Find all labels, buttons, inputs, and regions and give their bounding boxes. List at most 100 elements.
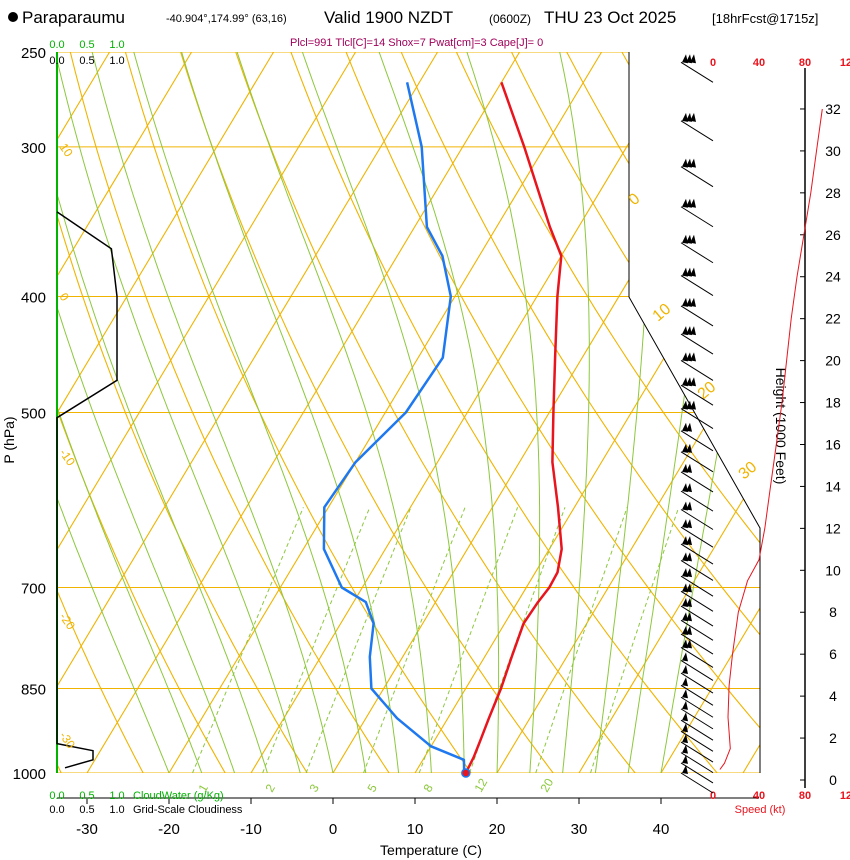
speed-top-tick: 0	[710, 57, 716, 69]
moist-adiabat	[462, 52, 541, 773]
moist-adiabat-label: 20	[695, 379, 720, 404]
wind-barb-flag	[686, 536, 692, 546]
wind-barb-flag	[690, 112, 696, 122]
wind-barb-flag	[682, 744, 688, 754]
isotherm-label: 10	[57, 141, 76, 160]
wind-barb-staff	[680, 647, 714, 668]
wind-barb	[680, 552, 714, 581]
temperature-tick-label: 20	[489, 821, 506, 838]
wind-barb-staff	[680, 490, 714, 512]
wind-barb	[680, 352, 714, 381]
isotherm	[57, 52, 439, 773]
mixing-ratio-label: 20	[537, 776, 556, 795]
wind-barb-staff	[680, 242, 714, 264]
height-axis-label: Height (1000 Feet)	[773, 368, 789, 485]
moist-adiabat	[233, 52, 432, 773]
wind-barb-flag	[690, 54, 696, 64]
wind-barb-staff	[680, 659, 714, 681]
wind-barb-staff	[680, 509, 714, 530]
wind-barb-flag	[682, 639, 688, 649]
wind-barb-staff	[680, 61, 714, 83]
cloudiness-bottom-tick: 0.5	[79, 804, 94, 816]
moist-adiabat	[556, 52, 590, 773]
wind-barb	[680, 712, 714, 741]
moist-adiabat	[660, 52, 760, 773]
wind-barb-flag	[686, 400, 692, 410]
wind-barb-staff	[680, 430, 714, 452]
wind-barb-flag	[686, 626, 692, 636]
temperature-tick-label: -10	[240, 821, 262, 838]
cloudwater-bottom-tick: 1.0	[109, 790, 124, 802]
wind-barb	[680, 297, 714, 327]
wind-barb	[680, 723, 714, 752]
height-tick-label: 4	[829, 688, 837, 704]
mixing-ratio-line	[262, 507, 371, 773]
wind-barb-flag	[682, 158, 688, 168]
wind-barb-flag	[682, 583, 688, 593]
plot-area	[57, 52, 760, 773]
moist-adiabat	[594, 52, 651, 773]
temperature-tick-label: -20	[158, 821, 180, 838]
wind-barb-flag	[690, 158, 696, 168]
mixing-ratio-line	[535, 507, 628, 773]
moist-adiabat	[57, 52, 170, 773]
wind-barb-flag	[686, 519, 692, 529]
wind-barb-staff	[680, 408, 714, 430]
moist-adiabat	[178, 52, 400, 773]
temperature-line	[464, 81, 563, 774]
cloudiness-bottom-tick: 0.0	[49, 804, 64, 816]
valid-time: Valid 1900 NZDT	[324, 8, 454, 27]
wind-barb	[680, 754, 714, 784]
dry-adiabat	[57, 52, 241, 773]
wind-barb-staff	[680, 333, 714, 355]
wind-barb-staff	[680, 684, 714, 706]
moist-adiabat	[130, 52, 367, 773]
wind-barb-staff	[680, 772, 714, 794]
wind-barb-flag	[690, 326, 696, 336]
temperature-axis-label: Temperature (C)	[380, 842, 482, 858]
wind-barb-staff	[680, 451, 714, 473]
wind-barb-flag	[686, 598, 692, 608]
height-tick-label: 32	[825, 101, 841, 117]
cloudiness-top-tick: 1.0	[109, 55, 124, 67]
wind-barb-flag	[682, 112, 688, 122]
wind-barb-flag	[686, 583, 692, 593]
wind-barb-flag	[682, 652, 688, 662]
dry-adiabat	[228, 52, 657, 773]
wind-barb-flag	[682, 463, 688, 473]
wind-barb-flag	[682, 501, 688, 511]
temperature-tick-label: 40	[653, 821, 670, 838]
dry-adiabat	[282, 52, 740, 773]
temperature-tick-label: 0	[329, 821, 337, 838]
wind-barb	[680, 326, 714, 355]
wind-barb	[680, 598, 714, 627]
temperature-tick-label: -30	[76, 821, 98, 838]
wind-barb	[680, 626, 714, 655]
dry-adiabat	[173, 52, 573, 773]
location-marker-icon	[8, 12, 18, 22]
wind-speed-profile	[719, 108, 823, 770]
wind-barb-flag	[682, 267, 688, 277]
forecast-info: [18hrFcst@1715z]	[712, 11, 819, 26]
wind-barb	[680, 612, 714, 641]
isotherm	[57, 52, 357, 773]
wind-barb	[680, 536, 714, 565]
wind-barb-flag	[686, 112, 692, 122]
dry-adiabat	[64, 52, 407, 773]
wind-barb-flag	[682, 536, 688, 546]
wind-barb-flag	[686, 198, 692, 208]
dry-adiabat	[664, 52, 760, 773]
moist-adiabat-label: 30	[736, 459, 761, 484]
dry-adiabat	[57, 52, 158, 773]
wind-barb	[680, 443, 714, 473]
location-title: Paraparaumu	[22, 8, 126, 27]
speed-top-tick: 120	[840, 57, 850, 69]
isotherm-label: 0	[57, 290, 72, 304]
cloudwater-bottom-tick: 0.0	[49, 790, 64, 802]
isotherm	[742, 52, 760, 773]
wind-barb	[680, 400, 714, 430]
wind-barb-flag	[686, 639, 692, 649]
isotherm	[250, 52, 685, 773]
wind-barb-flag	[682, 626, 688, 636]
